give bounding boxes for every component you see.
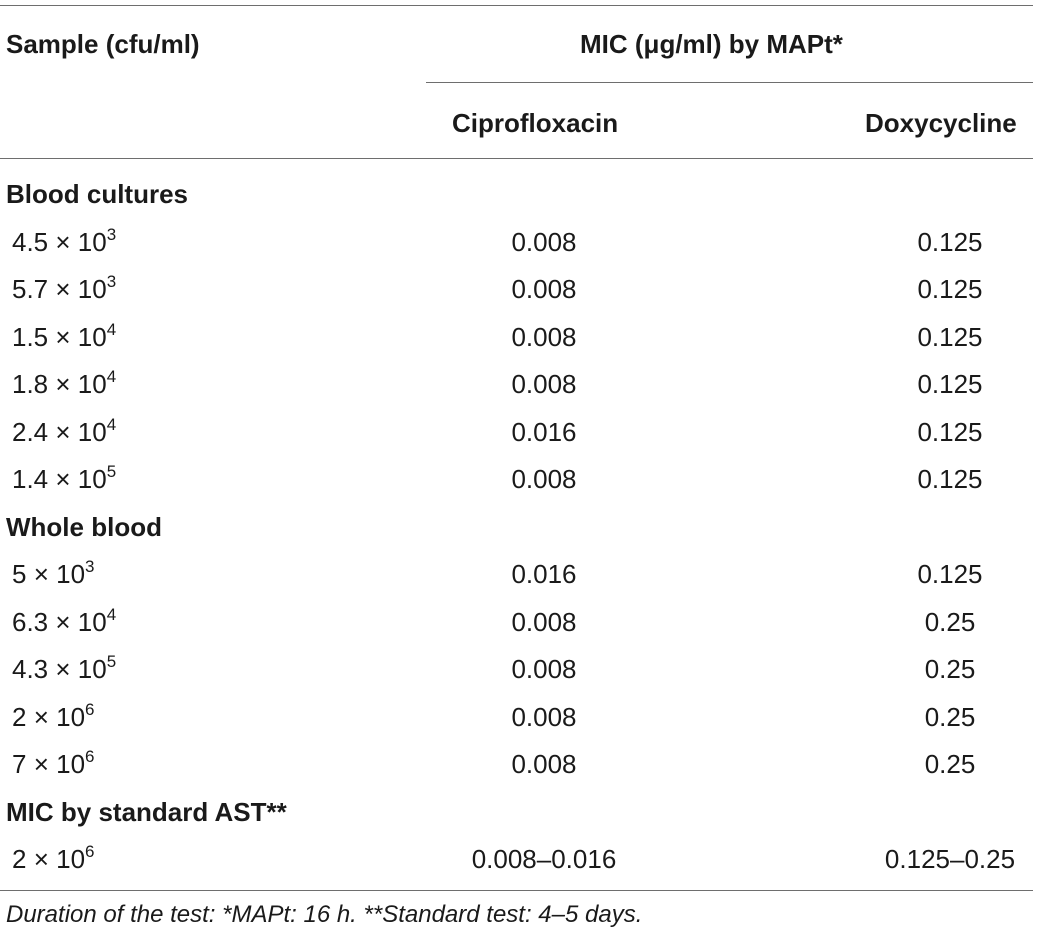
ciprofloxacin-value: 0.008 — [511, 321, 577, 352]
ciprofloxacin-value: 0.008 — [511, 606, 577, 637]
sample-exponent: 6 — [85, 842, 95, 861]
sample-mantissa: 4.5 — [12, 226, 49, 257]
sample-base: 10 — [77, 464, 107, 494]
sample-cell: 1.5 × 104 — [12, 320, 116, 358]
sample-cell: 6.3 × 104 — [12, 605, 116, 643]
sample-base: 10 — [77, 606, 107, 637]
times-symbol: × — [48, 654, 78, 684]
sample-exponent: 3 — [106, 224, 117, 244]
times-symbol: × — [48, 321, 78, 352]
sample-mantissa: 2 — [12, 701, 27, 732]
sample-cell: 1.4 × 105 — [12, 462, 116, 500]
sample-mantissa: 2.4 — [12, 416, 49, 447]
top-rule — [0, 5, 1033, 6]
ciprofloxacin-value: 0.008 — [511, 701, 577, 732]
sample-exponent: 4 — [106, 414, 117, 434]
sample-exponent: 4 — [106, 319, 117, 339]
sample-base: 10 — [56, 559, 86, 589]
sample-base: 10 — [77, 416, 107, 447]
sample-cell: 5.7 × 103 — [12, 272, 116, 310]
sample-exponent: 5 — [106, 652, 117, 671]
group-rule — [426, 82, 1033, 83]
sample-mantissa: 1.8 — [12, 369, 49, 399]
sample-mantissa: 5 — [12, 559, 27, 589]
sample-mantissa: 2 — [12, 844, 27, 874]
ciprofloxacin-value: 0.008–0.016 — [471, 844, 617, 874]
bottom-rule — [0, 890, 1033, 891]
times-symbol: × — [26, 701, 57, 732]
sample-exponent: 3 — [106, 272, 117, 291]
doxycycline-value: 0.25 — [924, 749, 976, 779]
sample-cell: 7 × 106 — [12, 747, 95, 785]
doxycycline-value: 0.125 — [917, 274, 983, 304]
ciprofloxacin-value: 0.008 — [511, 654, 577, 684]
sample-base: 10 — [77, 321, 107, 352]
sample-exponent: 3 — [85, 557, 95, 576]
sample-mantissa: 1.4 — [12, 464, 49, 494]
ciprofloxacin-value: 0.008 — [511, 749, 577, 779]
sample-base: 10 — [77, 274, 107, 304]
header-mic-group: MIC (μg/ml) by MAPt* — [580, 29, 843, 59]
times-symbol: × — [48, 226, 78, 257]
doxycycline-value: 0.25 — [924, 654, 976, 684]
times-symbol: × — [26, 844, 57, 874]
sample-exponent: 6 — [85, 747, 95, 766]
header-sample: Sample (cfu/ml) — [6, 29, 200, 59]
doxycycline-value: 0.25 — [924, 606, 976, 637]
doxycycline-value: 0.125 — [917, 416, 983, 447]
times-symbol: × — [48, 606, 78, 637]
sample-cell: 1.8 × 104 — [12, 367, 116, 405]
doxycycline-value: 0.125–0.25 — [884, 844, 1016, 874]
sample-mantissa: 4.3 — [12, 654, 49, 684]
section-title: MIC by standard AST** — [6, 796, 287, 827]
times-symbol: × — [48, 416, 78, 447]
sample-exponent: 6 — [85, 699, 95, 719]
sample-base: 10 — [56, 844, 86, 874]
sample-mantissa: 5.7 — [12, 274, 49, 304]
times-symbol: × — [48, 274, 78, 304]
sample-exponent: 4 — [106, 367, 117, 386]
doxycycline-value: 0.125 — [917, 226, 983, 257]
sample-exponent: 5 — [106, 462, 117, 481]
times-symbol: × — [26, 749, 57, 779]
sample-exponent: 4 — [106, 604, 117, 624]
doxycycline-value: 0.125 — [917, 464, 983, 494]
ciprofloxacin-value: 0.008 — [511, 369, 577, 399]
sample-base: 10 — [77, 369, 107, 399]
sample-mantissa: 7 — [12, 749, 27, 779]
times-symbol: × — [48, 369, 78, 399]
header-rule — [0, 158, 1033, 159]
section-title: Whole blood — [6, 511, 162, 542]
section-title: Blood cultures — [6, 179, 189, 209]
sample-base: 10 — [56, 701, 86, 732]
times-symbol: × — [48, 464, 78, 494]
ciprofloxacin-value: 0.008 — [511, 274, 577, 304]
sample-cell: 5 × 103 — [12, 557, 95, 595]
sample-base: 10 — [56, 749, 86, 779]
sample-cell: 2 × 106 — [12, 700, 95, 738]
sample-mantissa: 1.5 — [12, 321, 49, 352]
sample-mantissa: 6.3 — [12, 606, 49, 637]
sample-cell: 4.5 × 103 — [12, 225, 116, 263]
footnote: Duration of the test: *MAPt: 16 h. **Sta… — [6, 901, 643, 928]
ciprofloxacin-value: 0.016 — [511, 416, 577, 447]
ciprofloxacin-value: 0.008 — [511, 464, 577, 494]
sample-base: 10 — [77, 654, 107, 684]
sample-cell: 4.3 × 105 — [12, 652, 116, 690]
doxycycline-value: 0.125 — [917, 321, 983, 352]
ciprofloxacin-value: 0.016 — [511, 559, 577, 589]
ciprofloxacin-value: 0.008 — [511, 226, 577, 257]
times-symbol: × — [26, 559, 57, 589]
doxycycline-value: 0.125 — [917, 369, 983, 399]
sample-cell: 2 × 106 — [12, 842, 95, 880]
doxycycline-value: 0.125 — [917, 559, 983, 589]
header-doxycycline: Doxycycline — [865, 108, 1017, 138]
doxycycline-value: 0.25 — [924, 701, 976, 732]
sample-cell: 2.4 × 104 — [12, 415, 116, 453]
sample-base: 10 — [77, 226, 107, 257]
header-ciprofloxacin: Ciprofloxacin — [452, 108, 619, 138]
